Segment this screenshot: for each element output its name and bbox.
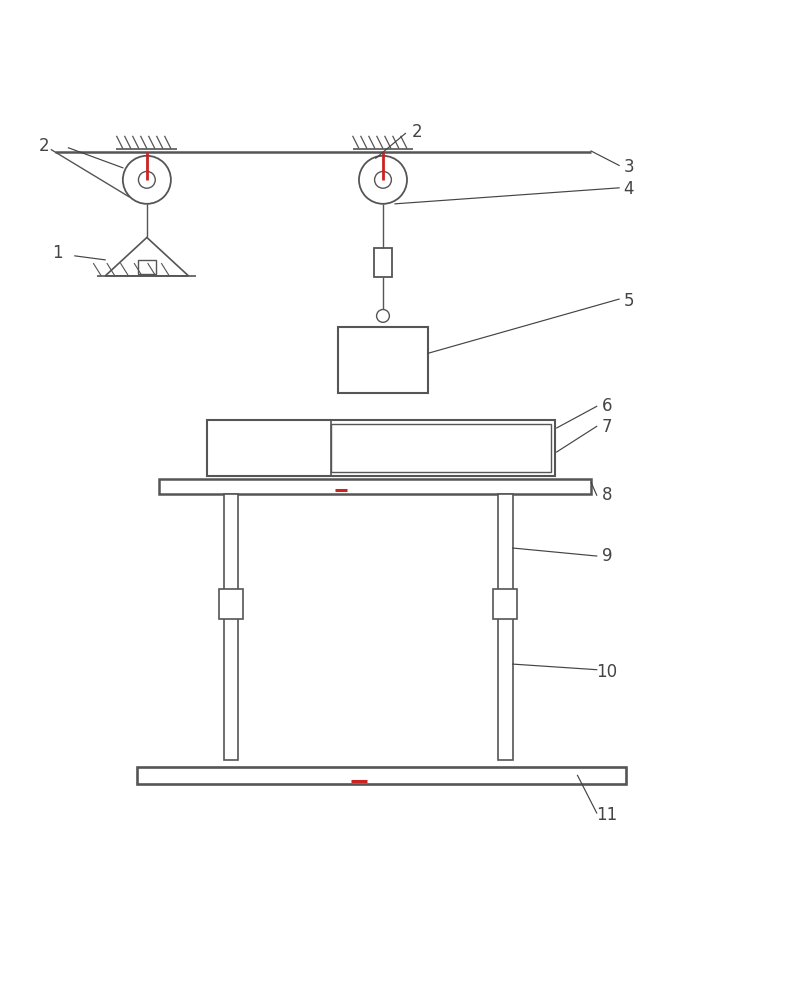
Text: 4: 4 bbox=[624, 180, 634, 198]
Bar bbox=[138, 260, 156, 274]
Bar bbox=[207, 420, 555, 476]
Text: 9: 9 bbox=[602, 547, 613, 565]
Bar bbox=[219, 589, 243, 619]
Polygon shape bbox=[106, 237, 189, 276]
Bar bbox=[331, 424, 551, 472]
Text: 11: 11 bbox=[596, 806, 617, 824]
Bar bbox=[339, 327, 428, 393]
Circle shape bbox=[139, 171, 156, 188]
Bar bbox=[224, 494, 238, 760]
Text: 7: 7 bbox=[602, 418, 613, 436]
Text: 8: 8 bbox=[602, 486, 613, 504]
Bar bbox=[374, 248, 392, 277]
Circle shape bbox=[359, 156, 407, 204]
Bar bbox=[137, 767, 625, 784]
Text: 6: 6 bbox=[602, 397, 613, 415]
Text: 2: 2 bbox=[412, 123, 422, 141]
Text: 5: 5 bbox=[624, 292, 634, 310]
Bar bbox=[159, 479, 591, 494]
Circle shape bbox=[123, 156, 171, 204]
Text: 3: 3 bbox=[623, 158, 634, 176]
Circle shape bbox=[376, 309, 389, 322]
Text: 10: 10 bbox=[596, 663, 617, 681]
Text: 2: 2 bbox=[39, 137, 50, 155]
Circle shape bbox=[375, 171, 392, 188]
Text: 1: 1 bbox=[52, 244, 63, 262]
Bar bbox=[493, 589, 517, 619]
Bar bbox=[498, 494, 513, 760]
